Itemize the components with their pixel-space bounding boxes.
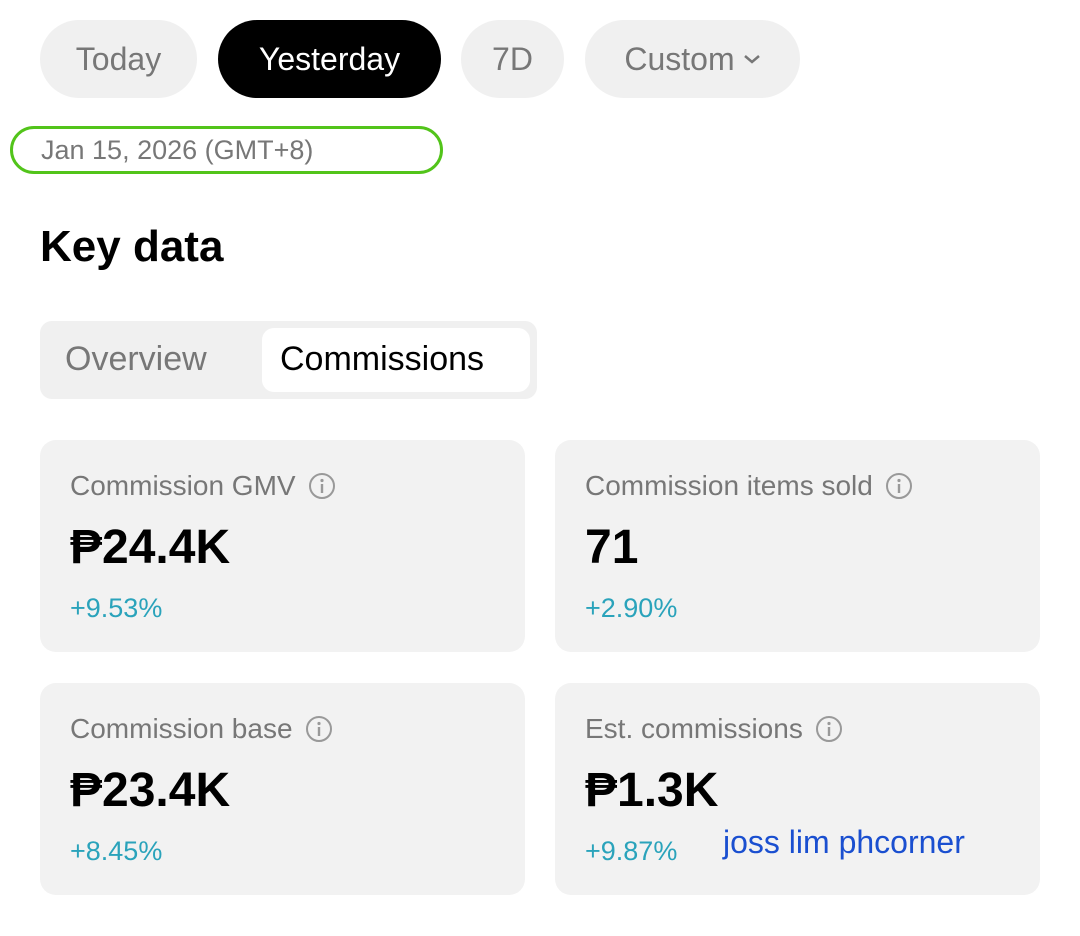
section-title: Key data: [40, 222, 224, 271]
metric-card: Est. commissions ₱1.3K +9.87%: [555, 683, 1040, 895]
metric-change: +9.53%: [70, 593, 163, 623]
info-icon[interactable]: [305, 715, 333, 743]
metric-label: Commission base: [70, 713, 333, 745]
tab-label: Today: [75, 40, 162, 77]
metric-change: +9.87%: [585, 836, 678, 866]
metric-label-text: Est. commissions: [585, 713, 803, 744]
metric-label: Commission GMV: [70, 470, 336, 502]
metric-value: ₱24.4K: [70, 521, 231, 574]
info-icon[interactable]: [885, 472, 913, 500]
metric-value: ₱23.4K: [70, 764, 231, 817]
metric-card: Commission base ₱23.4K +8.45%: [40, 683, 525, 895]
metric-label-text: Commission items sold: [585, 470, 873, 501]
date-tab[interactable]: Custom: [585, 20, 800, 98]
date-tab[interactable]: Yesterday: [218, 20, 441, 98]
metric-label-text: Commission base: [70, 713, 293, 744]
date-tab[interactable]: Today: [40, 20, 197, 98]
metric-change: +8.45%: [70, 836, 163, 866]
date-label: Jan 15, 2026 (GMT+8): [10, 126, 443, 174]
view-tab[interactable]: Commissions: [262, 328, 530, 392]
chevron-icon: [743, 55, 760, 64]
view-tab[interactable]: Overview: [65, 340, 207, 378]
info-icon[interactable]: [308, 472, 336, 500]
metric-card: Commission items sold 71 +2.90%: [555, 440, 1040, 652]
metric-value: 71: [585, 521, 639, 574]
tab-label: 7D: [492, 40, 533, 77]
metric-value: ₱1.3K: [585, 764, 719, 817]
date-tab[interactable]: 7D: [461, 20, 564, 98]
metric-label-text: Commission GMV: [70, 470, 296, 501]
metric-change: +2.90%: [585, 593, 678, 623]
tab-label: Custom: [624, 40, 735, 77]
metric-label: Commission items sold: [585, 470, 913, 502]
metric-label: Est. commissions: [585, 713, 843, 745]
metric-card: Commission GMV ₱24.4K +9.53%: [40, 440, 525, 652]
tab-label: Yesterday: [258, 40, 401, 77]
view-switch: Overview Commissions: [40, 321, 537, 399]
watermark: joss lim phcorner: [723, 824, 965, 860]
info-icon[interactable]: [815, 715, 843, 743]
